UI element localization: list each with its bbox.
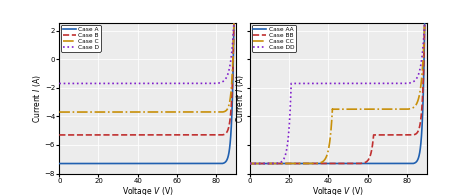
Case C (231, 22, 237, 25)
Case B (227, 118, 233, 121)
Case B (231, 22, 237, 25)
X-axis label: Voltage $V$ (V): Voltage $V$ (V) (312, 185, 364, 195)
Case B (56, 134, 62, 136)
Case D (216, 82, 222, 84)
Case BB (247, 162, 253, 165)
Case D (56, 82, 62, 85)
Case D (216, 82, 221, 84)
Case CC (260, 162, 266, 165)
Case AA (348, 162, 354, 165)
Case CC (385, 108, 391, 110)
Legend: Case AA, Case BB, Case CC, Case DD: Case AA, Case BB, Case CC, Case DD (252, 25, 296, 52)
Case A (191, 162, 197, 165)
Case C (94, 111, 100, 113)
Case A (227, 143, 233, 145)
Case B (94, 134, 100, 136)
Case CC (411, 106, 417, 109)
Case AA (422, 22, 428, 25)
Case BB (422, 22, 428, 25)
Case D (225, 74, 230, 76)
Case A (226, 155, 231, 157)
Case D (222, 79, 228, 81)
Case C (56, 111, 62, 113)
Line: Case C: Case C (59, 23, 234, 112)
Case A (222, 161, 228, 164)
Case B (226, 128, 231, 130)
Case C (227, 99, 233, 101)
Case AA (258, 162, 264, 165)
Case D (92, 82, 98, 85)
Y-axis label: Current $I$ (A): Current $I$ (A) (234, 74, 246, 123)
Case D (231, 22, 237, 25)
Case DD (331, 82, 337, 85)
Case CC (247, 162, 253, 165)
Case C (226, 106, 231, 108)
Case BB (385, 134, 391, 136)
Line: Case DD: Case DD (250, 23, 425, 164)
Case BB (416, 128, 422, 131)
Case BB (408, 134, 413, 136)
Case DD (422, 22, 428, 25)
Case AA (292, 162, 298, 165)
Case A (94, 162, 100, 165)
Case C (222, 110, 228, 113)
Case A (56, 162, 62, 165)
Case DD (252, 162, 258, 165)
Case B (222, 133, 228, 135)
Case BB (414, 131, 420, 134)
Case AA (410, 162, 416, 165)
Case AA (247, 162, 253, 165)
Case A (222, 161, 228, 164)
Line: Case D: Case D (59, 23, 234, 83)
Case C (222, 110, 228, 113)
Line: Case BB: Case BB (250, 23, 425, 164)
Case DD (410, 81, 415, 83)
X-axis label: Voltage $V$ (V): Voltage $V$ (V) (122, 185, 173, 195)
Case DD (247, 162, 253, 165)
Case B (191, 134, 197, 136)
Case CC (413, 104, 419, 106)
Case A (231, 22, 237, 25)
Case AA (326, 162, 331, 165)
Case D (185, 82, 191, 85)
Line: Case CC: Case CC (250, 23, 425, 164)
Line: Case A: Case A (59, 23, 234, 164)
Y-axis label: Current $I$ (A): Current $I$ (A) (31, 74, 43, 123)
Legend: Case A, Case B, Case C, Case D: Case A, Case B, Case C, Case D (61, 25, 100, 52)
Line: Case B: Case B (59, 23, 234, 135)
Line: Case AA: Case AA (250, 23, 425, 164)
Case CC (400, 108, 405, 110)
Case BB (400, 134, 406, 136)
Case C (191, 111, 197, 113)
Case DD (395, 82, 401, 85)
Case BB (269, 162, 274, 165)
Case DD (373, 82, 379, 85)
Case CC (357, 108, 363, 110)
Case B (222, 133, 228, 135)
Case AA (413, 161, 419, 163)
Case CC (422, 22, 428, 25)
Case DD (412, 79, 418, 82)
